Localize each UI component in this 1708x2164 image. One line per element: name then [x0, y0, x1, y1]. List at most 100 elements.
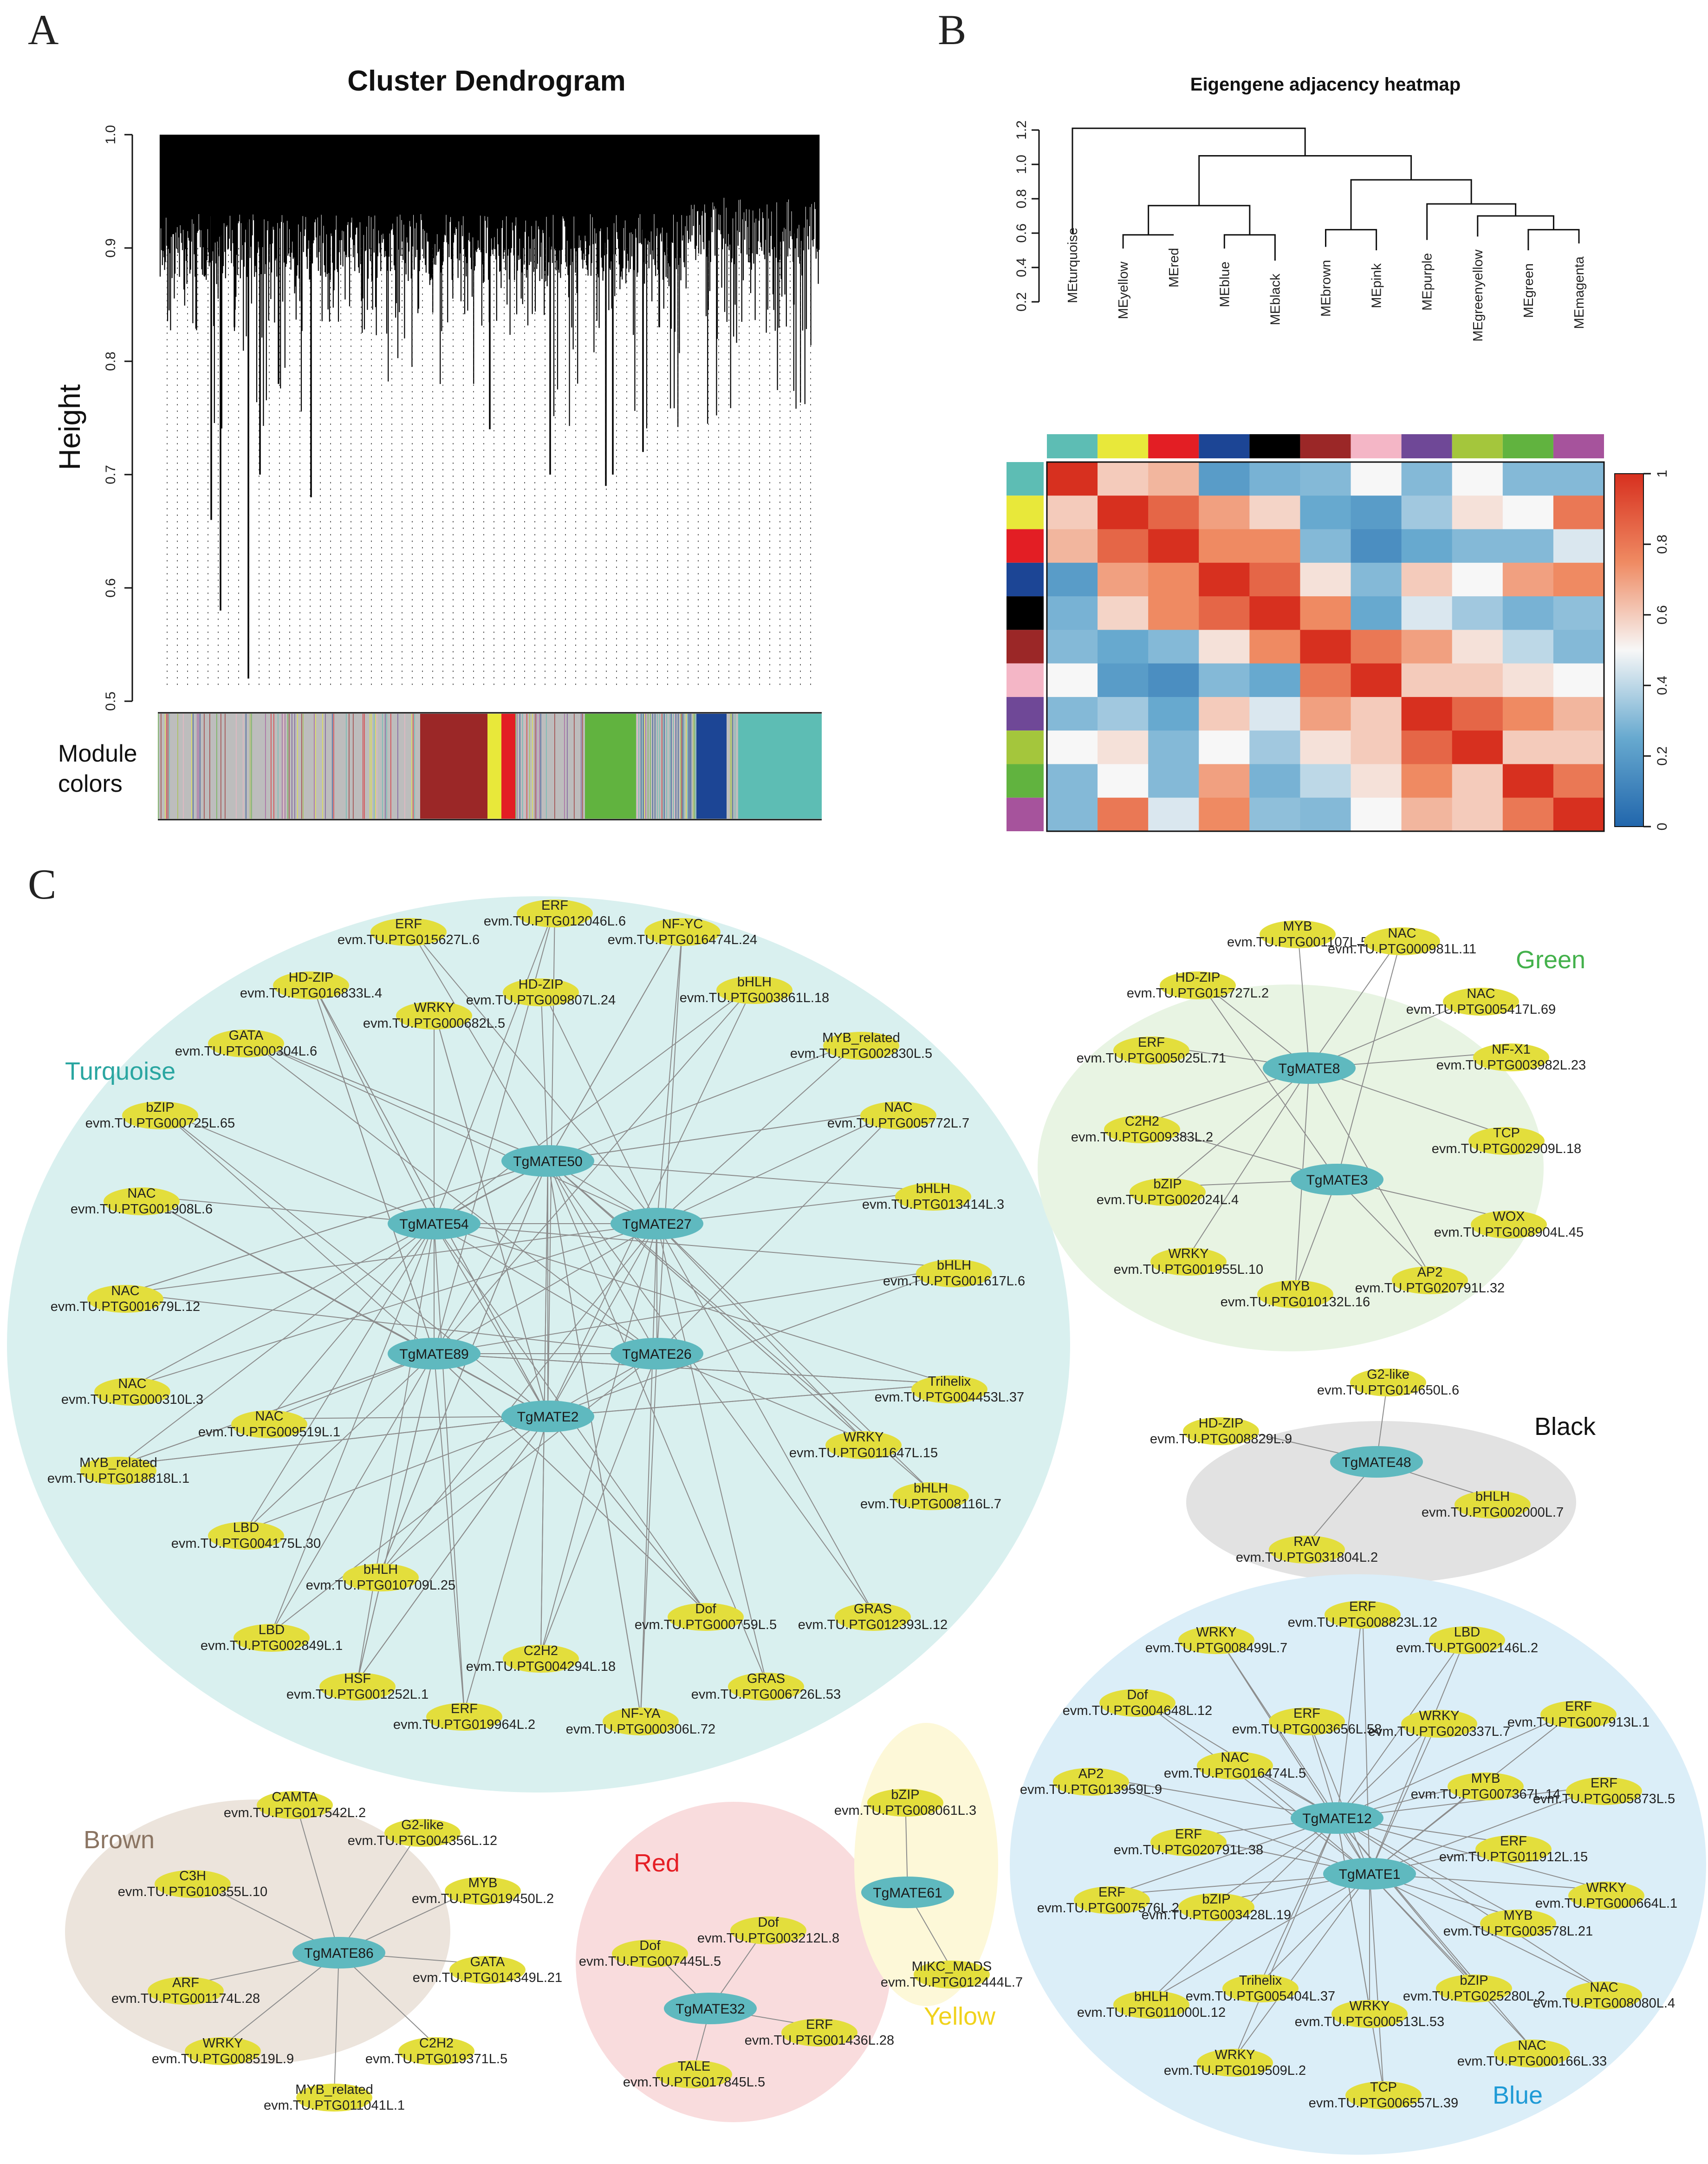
tf-node-ellipse: [296, 2084, 372, 2112]
dendrogram-link: [1198, 155, 1412, 206]
gene-id-label: evm.TU.PTG004648L.12: [1063, 1703, 1212, 1718]
mate-hub-ellipse: [501, 1401, 594, 1432]
gene-id-label: evm.TU.PTG017845L.5: [623, 2075, 765, 2090]
module-color-stripe: [414, 714, 415, 819]
legend-tick-label: 0.2: [1655, 746, 1670, 766]
heatmap-cell: [1351, 495, 1402, 530]
gene-id-label: evm.TU.PTG006726L.53: [691, 1687, 841, 1702]
panel-a-tick-label: 0.9: [103, 238, 118, 258]
tf-family-label: NAC: [1590, 1980, 1618, 1995]
tf-family-label: MYB: [1504, 1908, 1533, 1923]
network-edge: [1306, 1715, 1370, 1874]
module-color-stripe: [209, 714, 210, 819]
tf-family-label: WRKY: [1196, 1625, 1237, 1640]
heatmap-cell: [1148, 697, 1199, 731]
module-color-stripe: [236, 714, 237, 819]
heatmap-cell: [1148, 630, 1199, 664]
tf-family-label: ERF: [1565, 1699, 1592, 1714]
gene-id-label: evm.TU.PTG001955L.10: [1114, 1262, 1263, 1277]
heatmap-cell: [1047, 730, 1098, 764]
module-color-stripe: [322, 714, 323, 819]
heatmap-cell: [1502, 630, 1554, 664]
network-edge: [1216, 1634, 1370, 1874]
network-edge: [1337, 935, 1403, 1180]
tf-node-ellipse: [384, 1819, 461, 1847]
heatmap-cell: [1047, 764, 1098, 798]
heatmap-row-color-MEyellow: [1007, 495, 1044, 529]
heatmap-cell: [1553, 462, 1604, 496]
mate-hub-label: TgMATE89: [399, 1347, 469, 1362]
tf-node-ellipse: [1178, 1893, 1254, 1921]
module-colors-label-2: colors: [58, 770, 123, 797]
heatmap-cell: [1553, 596, 1604, 630]
heatmap-cell: [1199, 562, 1250, 597]
gene-id-label: evm.TU.PTG019964L.2: [393, 1717, 535, 1732]
module-color-segment: [501, 714, 515, 819]
module-color-stripe: [517, 714, 518, 819]
heatmap-cell: [1452, 730, 1503, 764]
module-color-stripe: [662, 714, 664, 819]
network-edge: [271, 1416, 548, 1633]
module-color-stripe: [168, 714, 169, 819]
gene-id-label: evm.TU.PTG000513L.53: [1295, 2014, 1444, 2029]
heatmap-cell: [1502, 697, 1554, 731]
mate-hub-label: TgMATE48: [1342, 1455, 1411, 1470]
gene-id-label: evm.TU.PTG003982L.23: [1436, 1058, 1586, 1073]
network-edge: [1295, 1179, 1338, 1289]
tf-node-ellipse: [1197, 1752, 1273, 1779]
heatmap-cell: [1300, 462, 1351, 496]
tf-node-ellipse: [1325, 1601, 1401, 1629]
heatmap-column-color-MEyellow: [1098, 434, 1149, 458]
panel-a-tick-label: 0.6: [103, 578, 118, 598]
tf-node-ellipse: [1350, 1369, 1426, 1396]
eigengene-label-MEbrown: MEbrown: [1319, 260, 1334, 317]
panel-b: B Eigengene adjacency heatmap 0.20.40.60…: [938, 6, 1670, 832]
gene-id-label: evm.TU.PTG008904L.45: [1434, 1225, 1584, 1240]
gene-id-label: evm.TU.PTG031804L.2: [1236, 1550, 1378, 1565]
mate-hub-label: TgMATE50: [513, 1154, 583, 1169]
heatmap-cell: [1148, 797, 1199, 832]
module-name-black: Black: [1534, 1413, 1596, 1440]
dendrogram-link: [1148, 205, 1251, 235]
module-name-blue: Blue: [1493, 2081, 1543, 2109]
module-color-stripe: [265, 714, 266, 819]
network-edge: [271, 1223, 435, 1633]
module-color-stripe: [282, 714, 283, 819]
heatmap-cell: [1047, 797, 1098, 832]
heatmap-cell: [1502, 730, 1554, 764]
eigengene-label-MEyellow: MEyellow: [1116, 261, 1131, 319]
module-color-stripe: [730, 714, 731, 819]
heatmap-cell: [1047, 495, 1098, 530]
mate-hub-node: TgMATE3: [1291, 1164, 1383, 1195]
cluster-dendrogram: [159, 135, 820, 690]
module-color-stripe: [581, 714, 582, 819]
network-edge: [380, 1353, 657, 1572]
module-color-stripe: [522, 714, 523, 819]
eigengene-label-MEblack: MEblack: [1268, 274, 1283, 326]
tf-family-label: ERF: [806, 2017, 833, 2032]
panel-a-ticks: 1.0 0.9 0.8 0.7 0.6 0.5: [103, 125, 132, 711]
gene-id-label: evm.TU.PTG000981L.11: [1328, 942, 1476, 957]
tf-family-label: ERF: [1138, 1035, 1165, 1050]
network-edge: [357, 1353, 435, 1682]
network-edge: [311, 979, 435, 1354]
heatmap-cell: [1148, 764, 1199, 798]
eigengene-label-MEblue: MEblue: [1217, 261, 1232, 307]
module-color-stripe: [191, 714, 192, 819]
gene-id-label: evm.TU.PTG010709L.25: [306, 1578, 455, 1593]
gene-id-label: evm.TU.PTG001679L.12: [51, 1299, 200, 1314]
heatmap-column-color-MEpink: [1351, 434, 1402, 458]
